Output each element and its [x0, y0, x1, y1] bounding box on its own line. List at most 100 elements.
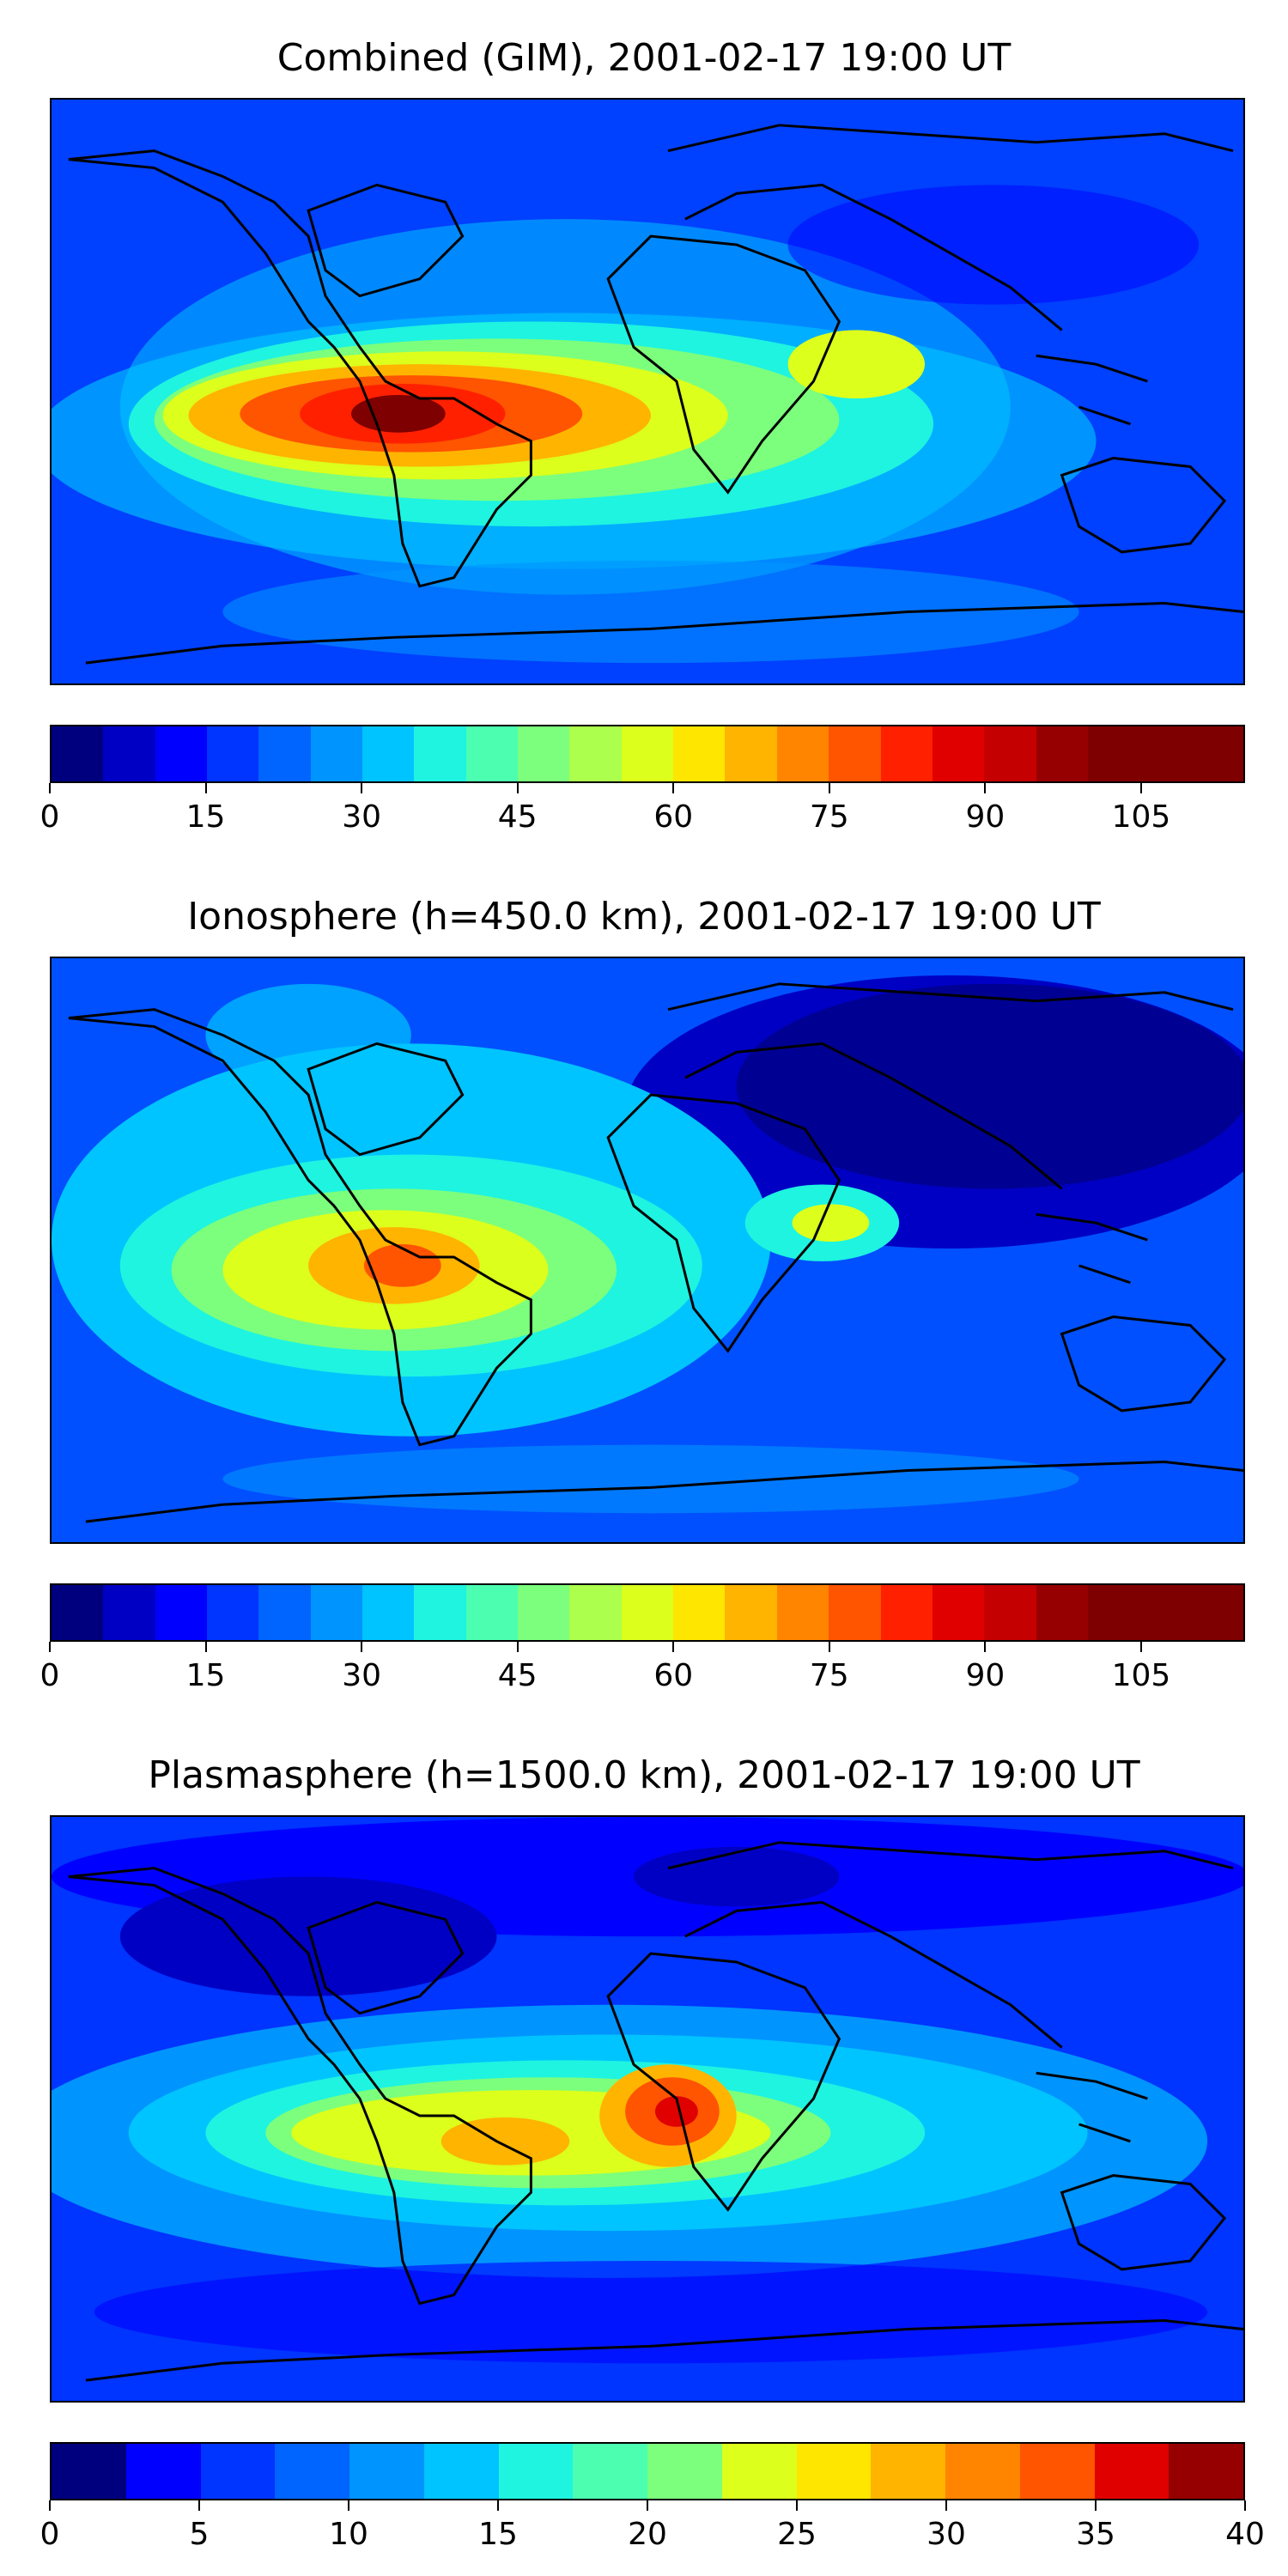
colorbar-tick-label: 20 [628, 2517, 667, 2552]
colorbar-tick-label: 35 [1076, 2517, 1115, 2552]
colorbar-swatch [1191, 1585, 1243, 1640]
colorbar-tick-label: 90 [965, 1658, 1005, 1693]
colorbar-tick-label: 40 [1225, 2517, 1265, 2552]
colorbar-swatch [984, 1585, 1036, 1640]
colorbar-swatch [984, 726, 1036, 781]
colorbar-ticks: 0 15 30 45 60 75 90 105 [40, 1642, 1245, 1693]
coastline-north-america-east [307, 1900, 465, 2015]
colorbar-swatch [423, 2444, 499, 2499]
colorbar-swatch [796, 2444, 872, 2499]
colorbar [50, 1583, 1245, 1642]
colorbar-swatch [103, 1585, 155, 1640]
colorbar [50, 2442, 1245, 2500]
coastline-americas [68, 1867, 532, 2306]
colorbar-ticks: 0 5 10 15 20 25 30 35 40 [40, 2500, 1265, 2552]
colorbar-tick-label: 60 [653, 799, 694, 835]
colorbar-tick-label: 105 [1111, 799, 1171, 835]
colorbar-swatch [721, 2444, 797, 2499]
colorbar-tick-label: 30 [342, 1658, 382, 1693]
contour-band [222, 1444, 1079, 1514]
colorbar-tick-label: 15 [185, 799, 226, 835]
colorbar-swatch [155, 1585, 208, 1640]
colorbar-tick-mark [198, 2500, 200, 2511]
colorbar-swatch [125, 2444, 201, 2499]
colorbar-tick-mark [828, 1642, 830, 1652]
colorbar-swatch [725, 1585, 777, 1640]
colorbar-swatch [349, 2444, 424, 2499]
chart-title: Combined (GIM), 2001-02-17 19:00 UT [276, 36, 1012, 80]
coastline-americas [68, 149, 532, 588]
colorbar-swatch [275, 2444, 349, 2499]
colorbar-swatch [829, 726, 881, 781]
colorbar-swatch [362, 1585, 415, 1640]
colorbar-tick-mark [1139, 1642, 1142, 1652]
colorbar-swatch [932, 726, 985, 781]
colorbar-swatch [573, 2444, 647, 2499]
colorbar-tick-label: 10 [329, 2517, 368, 2552]
colorbar-swatch [621, 726, 674, 781]
contour-band [350, 394, 446, 433]
colorbar-swatch [1087, 726, 1140, 781]
colorbar-tick-mark [647, 2500, 648, 2511]
colorbar-tick-label: 90 [965, 799, 1005, 835]
colorbar-swatch [880, 1585, 933, 1640]
colorbar-tick-mark [796, 2500, 798, 2511]
colorbar-swatch [1191, 726, 1243, 781]
colorbar-swatch [647, 2444, 722, 2499]
colorbar-swatch [362, 726, 415, 781]
coastline-eurasia [667, 124, 1234, 331]
colorbar-tick-label: 25 [777, 2517, 817, 2552]
colorbar-swatch [932, 1585, 985, 1640]
colorbar-swatch [1036, 726, 1088, 781]
colorbar-swatch [569, 1585, 622, 1640]
colorbar-tick-label: 45 [497, 1658, 538, 1693]
colorbar-swatch [52, 1585, 104, 1640]
colorbar-swatch [1094, 2444, 1170, 2499]
contour-band [119, 1876, 497, 1996]
contour-band [222, 560, 1079, 664]
colorbar-swatch [465, 1585, 519, 1640]
colorbar-swatch [945, 2444, 1020, 2499]
colorbar-swatch [465, 726, 519, 781]
colorbar-tick-label: 30 [927, 2517, 966, 2552]
colorbar-swatch [871, 2444, 945, 2499]
heatmap-map [50, 1815, 1245, 2403]
colorbar-tick-mark [361, 783, 363, 793]
colorbar-tick-mark [49, 783, 51, 793]
colorbar-swatch [414, 1585, 466, 1640]
colorbar-tick-label: 0 [39, 1658, 60, 1693]
colorbar-tick-label: 60 [653, 1658, 694, 1693]
colorbar-tick-label: 5 [189, 2517, 210, 2552]
contour-band [787, 185, 1200, 305]
contour-band [205, 983, 411, 1087]
coastline-australia [1060, 457, 1227, 554]
coastline-antarctica [85, 602, 1243, 665]
coastline-eurasia [667, 1841, 1234, 2049]
colorbar-swatch [1139, 1585, 1192, 1640]
contour-field [52, 975, 1243, 1514]
colorbar-tick-label: 105 [1111, 1658, 1171, 1693]
coastlines [68, 1841, 1243, 2382]
colorbar-tick-mark [945, 2500, 947, 2511]
heatmap-map [50, 98, 1245, 685]
colorbar-swatch [207, 726, 259, 781]
colorbar-tick-mark [1139, 783, 1142, 793]
colorbar-swatch [518, 726, 570, 781]
colorbar-swatch [207, 1585, 259, 1640]
colorbar-tick-label: 45 [497, 799, 538, 835]
colorbar-swatch [776, 726, 829, 781]
colorbar-swatch [498, 2444, 574, 2499]
chart-title: Plasmasphere (h=1500.0 km), 2001-02-17 1… [148, 1753, 1140, 1797]
coastlines [68, 982, 1243, 1523]
colorbar-tick-label: 0 [39, 799, 60, 835]
coastline-americas [68, 1008, 532, 1447]
contour-band [94, 2260, 1208, 2364]
colorbar-swatch [621, 1585, 674, 1640]
colorbar-tick-mark [984, 1642, 987, 1652]
heatmap-map [50, 957, 1245, 1544]
coastline-africa [606, 234, 841, 495]
colorbar-tick-mark [516, 783, 519, 793]
coastline-australia [1060, 2174, 1227, 2271]
colorbar-tick-label: 15 [478, 2517, 518, 2552]
coastline-north-america-east [307, 183, 465, 298]
